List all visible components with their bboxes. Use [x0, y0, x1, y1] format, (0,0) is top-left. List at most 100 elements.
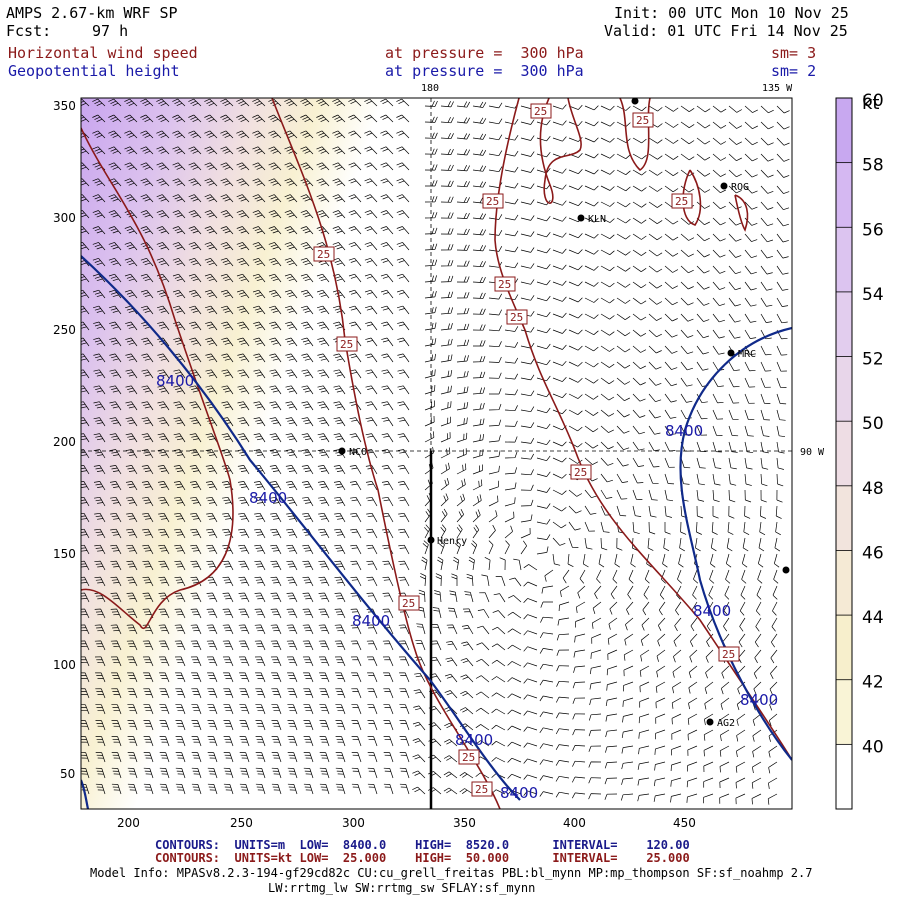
wind-barb	[696, 233, 710, 242]
wind-barb	[605, 729, 618, 738]
wind-barb	[397, 321, 410, 331]
wind-barb	[207, 752, 218, 763]
wind-barb	[188, 257, 202, 267]
wind-barb	[454, 540, 461, 555]
wind-barb	[108, 114, 122, 123]
speed-label-1: 25	[530, 103, 552, 119]
wind-barb	[664, 137, 679, 144]
wind-barb	[157, 385, 170, 395]
wind-barb	[655, 681, 666, 693]
wind-barb	[589, 681, 602, 690]
wind-barb	[642, 601, 650, 616]
wind-barb	[567, 553, 574, 568]
wind-barb	[108, 242, 122, 251]
wind-barb	[204, 210, 218, 219]
wind-barb	[365, 481, 378, 491]
wind-barb	[286, 560, 298, 571]
wind-barb	[424, 148, 438, 155]
wind-barb	[735, 793, 746, 805]
wind-barb	[381, 369, 394, 379]
wind-barb	[190, 512, 202, 523]
wind-barb	[172, 226, 186, 235]
wind-barb	[332, 257, 346, 267]
wind-barb	[206, 624, 218, 635]
wind-barb	[236, 162, 250, 171]
wind-barb	[350, 528, 362, 539]
wind-barb	[366, 592, 378, 603]
wind-barb	[552, 328, 567, 334]
wind-barb	[696, 409, 708, 420]
station-group: NCO Henry KLN ROG MRC AG2	[338, 97, 790, 729]
wind-barb	[93, 369, 106, 379]
wind-barb	[640, 649, 650, 662]
wind-barb	[568, 313, 583, 319]
wind-barb	[626, 601, 634, 615]
wind-barb	[397, 481, 410, 491]
wind-barb	[600, 265, 615, 272]
wind-barb	[744, 169, 758, 178]
wind-barb	[81, 194, 90, 203]
wind-barb	[607, 633, 618, 645]
wind-barb	[158, 640, 170, 651]
wind-barb	[664, 473, 675, 485]
wind-barb	[301, 465, 314, 475]
wind-barb	[271, 767, 282, 779]
wind-barb	[605, 713, 618, 722]
wind-barb	[206, 592, 218, 603]
wind-barb	[399, 720, 410, 731]
forecast-label: Fcst:	[6, 22, 52, 40]
wind-barb	[334, 656, 346, 667]
wind-barb	[536, 263, 551, 270]
wind-barb	[488, 246, 503, 252]
wind-barb	[600, 313, 615, 320]
wind-barb	[616, 297, 631, 304]
wind-barb	[641, 617, 650, 631]
speed-label-8: 25	[336, 336, 358, 352]
wind-barb	[270, 544, 282, 555]
wind-barb	[207, 767, 218, 779]
wind-barb	[552, 216, 567, 222]
wind-barb	[255, 752, 266, 763]
wind-barb	[221, 353, 234, 363]
wind-barb	[760, 457, 769, 470]
wind-barb	[301, 401, 314, 411]
wind-barb	[422, 540, 429, 555]
wind-barb	[380, 242, 394, 251]
wind-barb	[270, 528, 282, 539]
wind-barb	[760, 153, 774, 162]
wind-barb	[605, 697, 618, 707]
wind-barb	[471, 540, 478, 555]
wind-barb	[382, 560, 394, 571]
wind-barb	[285, 369, 298, 379]
wind-barb	[588, 713, 602, 721]
wind-barb	[771, 633, 778, 648]
wind-barb	[206, 528, 218, 539]
wind-barb	[204, 146, 218, 155]
wind-barb	[724, 585, 730, 600]
wind-barb	[606, 665, 618, 676]
wind-barb	[654, 761, 666, 771]
wind-barb	[776, 185, 790, 194]
wind-barb	[648, 105, 663, 112]
wind-barb	[774, 537, 781, 552]
wind-barb	[648, 425, 661, 435]
wind-barb	[504, 198, 519, 205]
axes: 200 250 300 350 400 450 350 300 250 200 …	[53, 99, 696, 830]
wind-barb	[300, 114, 314, 123]
wind-barb	[303, 783, 314, 795]
wind-barb	[472, 479, 483, 491]
wind-barb	[507, 773, 522, 779]
wind-barb	[397, 465, 410, 475]
wind-barb	[268, 289, 282, 299]
wind-barb	[380, 146, 394, 155]
wind-barb	[222, 656, 234, 667]
wind-barb	[720, 697, 730, 710]
wind-barb	[648, 137, 663, 144]
wind-barb	[332, 98, 346, 107]
wind-barb	[396, 226, 410, 235]
wind-barb	[142, 576, 154, 587]
wind-barb	[109, 337, 122, 347]
wind-barb	[125, 401, 138, 411]
wind-barb	[110, 592, 122, 603]
wind-barb	[367, 783, 378, 795]
